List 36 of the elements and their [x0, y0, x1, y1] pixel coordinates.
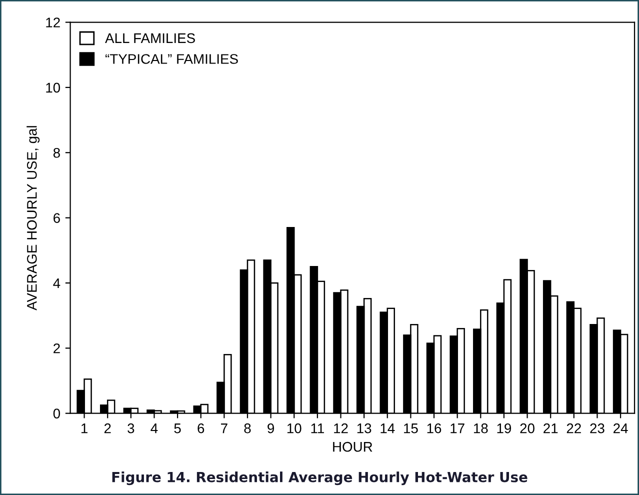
x-tick-label: 8 — [244, 423, 251, 434]
y-tick-label: 12 — [46, 18, 60, 28]
y-tick-label: 10 — [46, 82, 60, 93]
x-tick-label: 10 — [287, 423, 302, 434]
x-tick-label: 6 — [198, 423, 204, 434]
x-tick-label: 4 — [150, 424, 158, 434]
x-tick-label: 15 — [404, 424, 418, 434]
x-tick-label: 16 — [427, 423, 442, 434]
x-tick-label: 19 — [497, 423, 512, 434]
x-tick-label: 1 — [81, 424, 88, 434]
x-tick-label: 3 — [128, 423, 134, 434]
x-tick-label: 13 — [357, 423, 372, 434]
legend-label: “TYPICAL” FAMILIES — [106, 54, 238, 64]
x-tick-label: 9 — [268, 423, 274, 434]
x-tick-label: 18 — [474, 423, 488, 434]
x-tick-label: 7 — [221, 424, 228, 434]
y-axis-title: AVERAGE HOURLY USE, gal — [26, 126, 40, 310]
y-tick-label: 2 — [54, 343, 60, 354]
x-tick-label: 14 — [380, 424, 395, 434]
y-tick-label: 4 — [53, 278, 60, 288]
y-tick-label: 0 — [53, 408, 60, 418]
x-tick-label: 22 — [566, 423, 581, 434]
y-tick-label: 8 — [53, 148, 60, 158]
x-tick-label: 12 — [334, 423, 348, 434]
x-tick-label: 5 — [174, 424, 181, 434]
x-tick-label: 11 — [311, 424, 324, 434]
x-tick-label: 2 — [104, 423, 111, 434]
legend-label: ALL FAMILIES — [105, 33, 195, 44]
y-tick-label: 6 — [54, 213, 60, 223]
x-tick-label: 23 — [590, 423, 604, 434]
x-tick-label: 17 — [450, 424, 464, 434]
x-tick-label: 20 — [520, 423, 534, 434]
x-tick-label: 24 — [614, 423, 628, 434]
x-axis-title: HOUR — [333, 442, 372, 452]
caption: Figure 14. Residential Average Hourly Hot-Water Use — [112, 472, 528, 486]
x-tick-label: 21 — [544, 423, 558, 434]
